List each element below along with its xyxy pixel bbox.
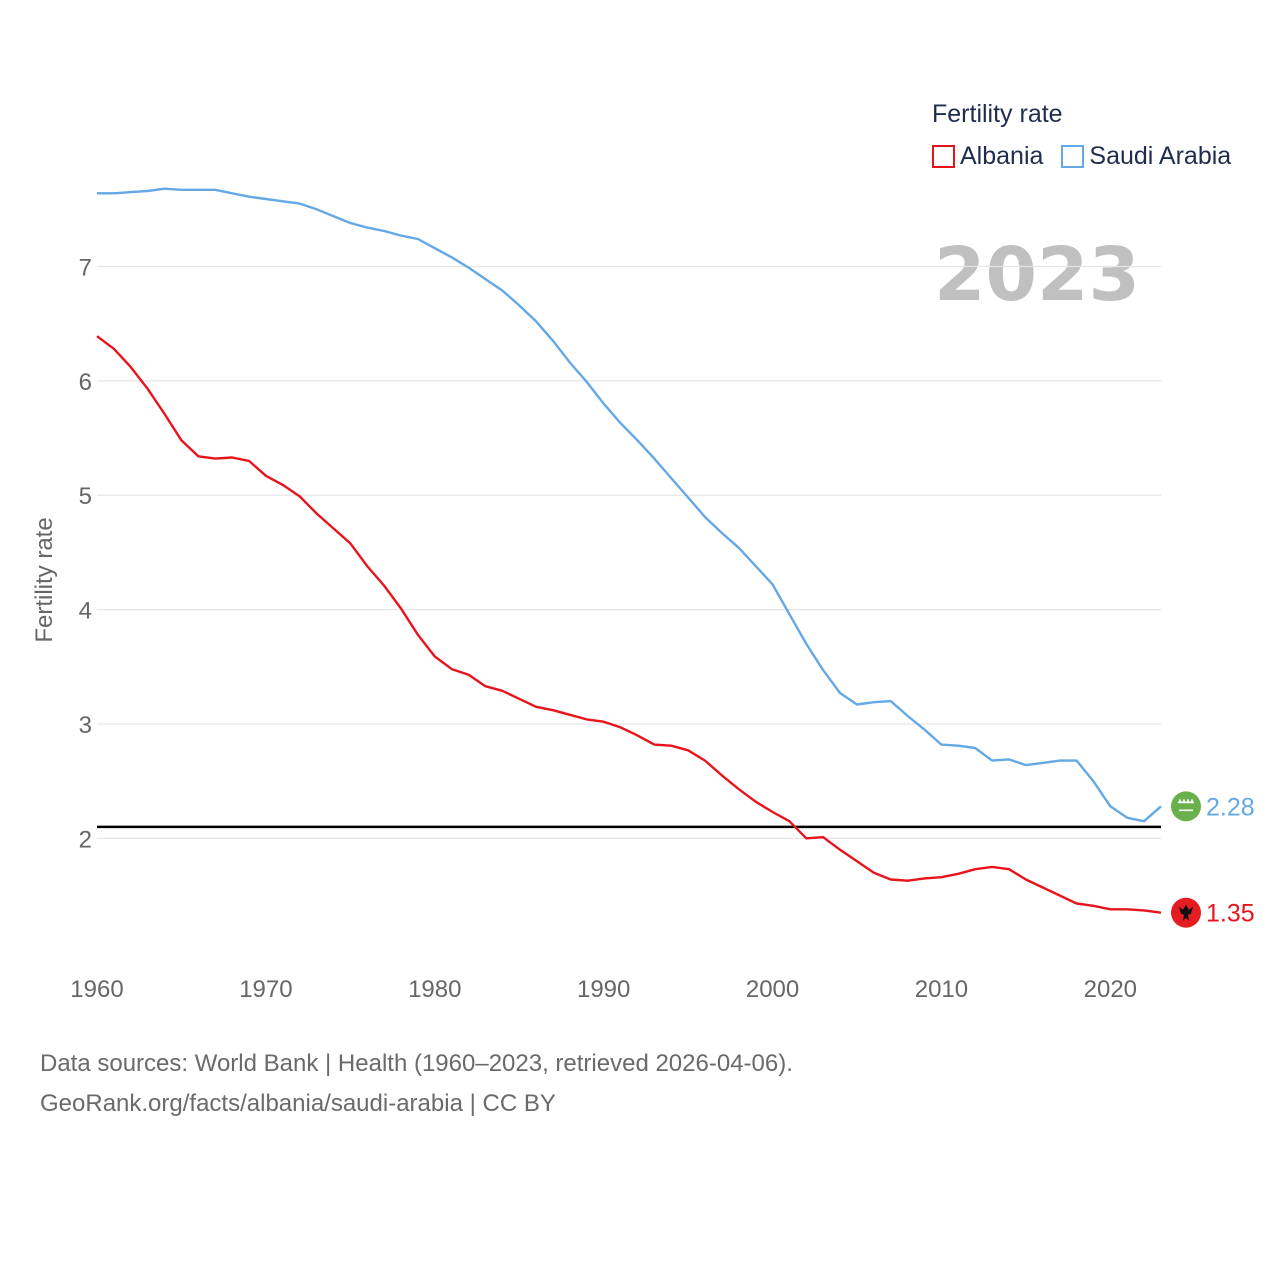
y-tick-label: 7 xyxy=(79,254,92,281)
legend: Albania Saudi Arabia xyxy=(932,142,1249,171)
y-tick-label: 4 xyxy=(79,598,92,625)
saudi-arabia-flag-icon xyxy=(1171,791,1201,822)
x-axis-ticks: 1960 1970 1980 1990 2000 2010 2020 xyxy=(70,976,1137,1003)
y-tick-label: 2 xyxy=(79,826,92,853)
y-tick-label: 5 xyxy=(79,483,92,510)
legend-item-albania[interactable]: Albania xyxy=(932,142,1043,171)
albania-flag-icon xyxy=(1171,897,1201,928)
x-tick-label: 1980 xyxy=(408,976,461,1003)
legend-item-saudi-arabia[interactable]: Saudi Arabia xyxy=(1061,142,1231,171)
end-value-label-saudi-arabia: 2.28 xyxy=(1206,793,1255,821)
x-tick-label: 1990 xyxy=(577,976,630,1003)
footer-sources: Data sources: World Bank | Health (1960–… xyxy=(40,1050,793,1077)
x-tick-label: 1960 xyxy=(70,976,123,1003)
legend-swatch-albania xyxy=(932,145,955,168)
end-markers: 1.35 2.28 xyxy=(1171,791,1255,928)
y-axis-label: Fertility rate xyxy=(31,517,58,642)
legend-title: Fertility rate xyxy=(932,100,1063,128)
y-tick-label: 3 xyxy=(79,712,92,739)
year-label: 2023 xyxy=(934,232,1140,318)
x-tick-label: 1970 xyxy=(239,976,292,1003)
series-line-albania[interactable] xyxy=(96,335,1162,914)
legend-label-albania: Albania xyxy=(960,142,1044,170)
series-lines xyxy=(96,187,1162,914)
x-tick-label: 2020 xyxy=(1084,976,1137,1003)
x-tick-label: 2010 xyxy=(915,976,968,1003)
y-tick-label: 6 xyxy=(79,369,92,396)
series-line-saudi-arabia[interactable] xyxy=(97,187,1162,823)
end-value-label-albania: 1.35 xyxy=(1206,900,1255,928)
legend-label-saudi-arabia: Saudi Arabia xyxy=(1089,142,1232,170)
x-tick-label: 2000 xyxy=(746,976,799,1003)
grid xyxy=(97,265,1161,839)
legend-swatch-saudi-arabia xyxy=(1061,145,1085,168)
footer-link[interactable]: GeoRank.org/facts/albania/saudi-arabia |… xyxy=(40,1090,556,1117)
footer: Data sources: World Bank | Health (1960–… xyxy=(40,1044,793,1124)
y-axis-ticks: 2 3 4 5 6 7 xyxy=(79,254,92,853)
